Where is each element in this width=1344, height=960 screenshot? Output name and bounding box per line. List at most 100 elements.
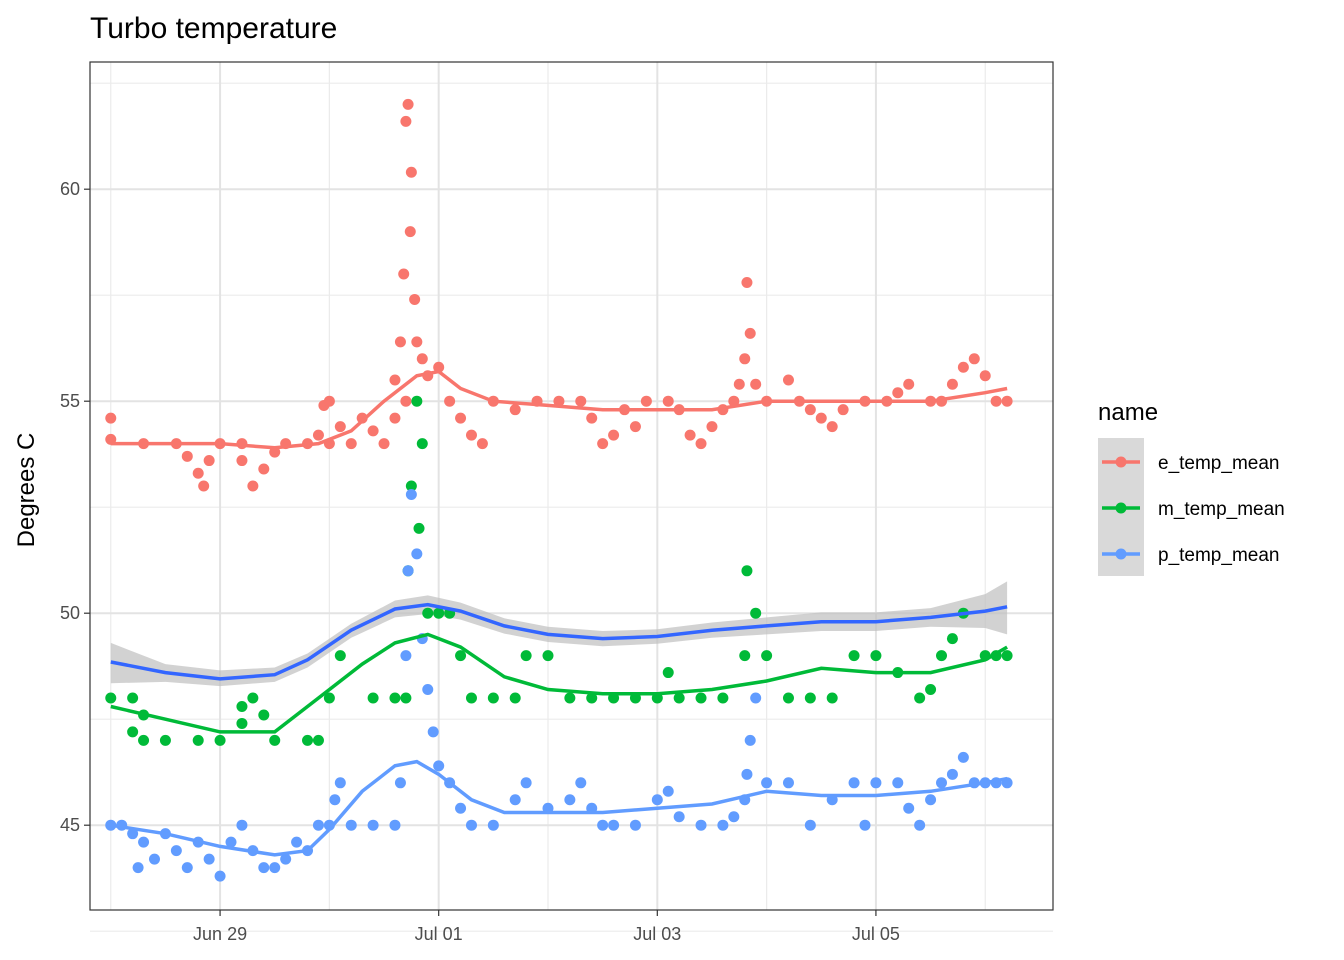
legend-title: name (1098, 399, 1158, 426)
point-e_temp_mean (826, 421, 838, 433)
point-m_temp_mean (400, 692, 412, 704)
legend-label-m_temp_mean: m_temp_mean (1158, 499, 1285, 520)
point-p_temp_mean (334, 777, 346, 789)
point-m_temp_mean (247, 692, 259, 704)
point-p_temp_mean (203, 853, 215, 865)
point-m_temp_mean (312, 734, 324, 746)
point-e_temp_mean (629, 421, 641, 433)
point-e_temp_mean (312, 429, 324, 441)
point-p_temp_mean (903, 802, 915, 814)
point-p_temp_mean (662, 785, 674, 797)
point-m_temp_mean (127, 726, 139, 738)
point-p_temp_mean (487, 819, 499, 831)
point-e_temp_mean (402, 98, 414, 110)
point-e_temp_mean (946, 378, 958, 390)
point-m_temp_mean (334, 650, 346, 662)
point-e_temp_mean (181, 450, 193, 462)
point-m_temp_mean (302, 734, 314, 746)
point-p_temp_mean (859, 819, 871, 831)
point-e_temp_mean (741, 276, 753, 288)
overall-smooth-line (110, 602, 1008, 681)
point-e_temp_mean (837, 404, 849, 416)
point-e_temp_mean (586, 412, 598, 424)
point-p_temp_mean (741, 768, 753, 780)
point-m_temp_mean (586, 692, 598, 704)
point-e_temp_mean (733, 378, 745, 390)
point-e_temp_mean (247, 480, 259, 492)
y-tick-label: 60 (60, 179, 80, 199)
point-e_temp_mean (815, 412, 827, 424)
point-e_temp_mean (695, 438, 707, 450)
point-e_temp_mean (608, 429, 620, 441)
x-tick-label: Jul 05 (852, 924, 900, 944)
point-p_temp_mean (400, 650, 412, 662)
point-m_temp_mean (214, 734, 226, 746)
point-m_temp_mean (127, 692, 139, 704)
point-p_temp_mean (148, 853, 160, 865)
legend-key-point-e_temp_mean (1115, 456, 1127, 468)
point-p_temp_mean (673, 811, 685, 823)
point-e_temp_mean (640, 395, 652, 407)
point-m_temp_mean (662, 667, 674, 679)
point-p_temp_mean (870, 777, 882, 789)
point-m_temp_mean (138, 734, 150, 746)
point-m_temp_mean (405, 480, 417, 492)
plot-panel (89, 61, 1054, 932)
point-p_temp_mean (925, 794, 937, 806)
point-m_temp_mean (804, 692, 816, 704)
point-m_temp_mean (914, 692, 926, 704)
point-e_temp_mean (105, 412, 117, 424)
point-e_temp_mean (334, 421, 346, 433)
point-p_temp_mean (957, 751, 969, 763)
point-e_temp_mean (804, 404, 816, 416)
point-p_temp_mean (427, 726, 439, 738)
point-p_temp_mean (651, 794, 663, 806)
point-p_temp_mean (564, 794, 576, 806)
point-e_temp_mean (433, 361, 445, 373)
point-p_temp_mean (597, 819, 609, 831)
point-m_temp_mean (761, 650, 773, 662)
point-e_temp_mean (662, 395, 674, 407)
point-e_temp_mean (782, 374, 794, 386)
chart-title: Turbo temperature (90, 12, 337, 45)
point-e_temp_mean (575, 395, 587, 407)
point-m_temp_mean (389, 692, 401, 704)
y-tick-label: 45 (60, 815, 80, 835)
point-e_temp_mean (750, 378, 762, 390)
point-m_temp_mean (487, 692, 499, 704)
point-p_temp_mean (181, 862, 193, 874)
point-e_temp_mean (203, 455, 215, 467)
point-e_temp_mean (990, 395, 1002, 407)
point-m_temp_mean (848, 650, 860, 662)
point-p_temp_mean (848, 777, 860, 789)
point-m_temp_mean (695, 692, 707, 704)
point-p_temp_mean (394, 777, 406, 789)
point-p_temp_mean (455, 802, 467, 814)
point-p_temp_mean (804, 819, 816, 831)
point-e_temp_mean (400, 395, 412, 407)
y-axis: 45 50 55 60 (60, 179, 90, 835)
point-m_temp_mean (411, 395, 423, 407)
point-e_temp_mean (198, 480, 210, 492)
point-m_temp_mean (717, 692, 729, 704)
point-p_temp_mean (520, 777, 532, 789)
point-m_temp_mean (946, 633, 958, 645)
point-m_temp_mean (741, 565, 753, 577)
point-p_temp_mean (465, 819, 477, 831)
point-m_temp_mean (750, 607, 762, 619)
point-e_temp_mean (597, 438, 609, 450)
x-axis: Jun 29 Jul 01 Jul 03 Jul 05 (193, 910, 900, 944)
point-p_temp_mean (695, 819, 707, 831)
point-e_temp_mean (509, 404, 521, 416)
point-m_temp_mean (1001, 650, 1013, 662)
point-p_temp_mean (608, 819, 620, 831)
point-e_temp_mean (476, 438, 488, 450)
point-e_temp_mean (378, 438, 390, 450)
x-tick-label: Jul 01 (415, 924, 463, 944)
point-e_temp_mean (416, 353, 428, 365)
legend-label-p_temp_mean: p_temp_mean (1158, 545, 1279, 566)
point-p_temp_mean (411, 548, 423, 560)
point-e_temp_mean (553, 395, 565, 407)
smooth-line-m_temp_mean (110, 632, 1008, 734)
point-m_temp_mean (455, 650, 467, 662)
